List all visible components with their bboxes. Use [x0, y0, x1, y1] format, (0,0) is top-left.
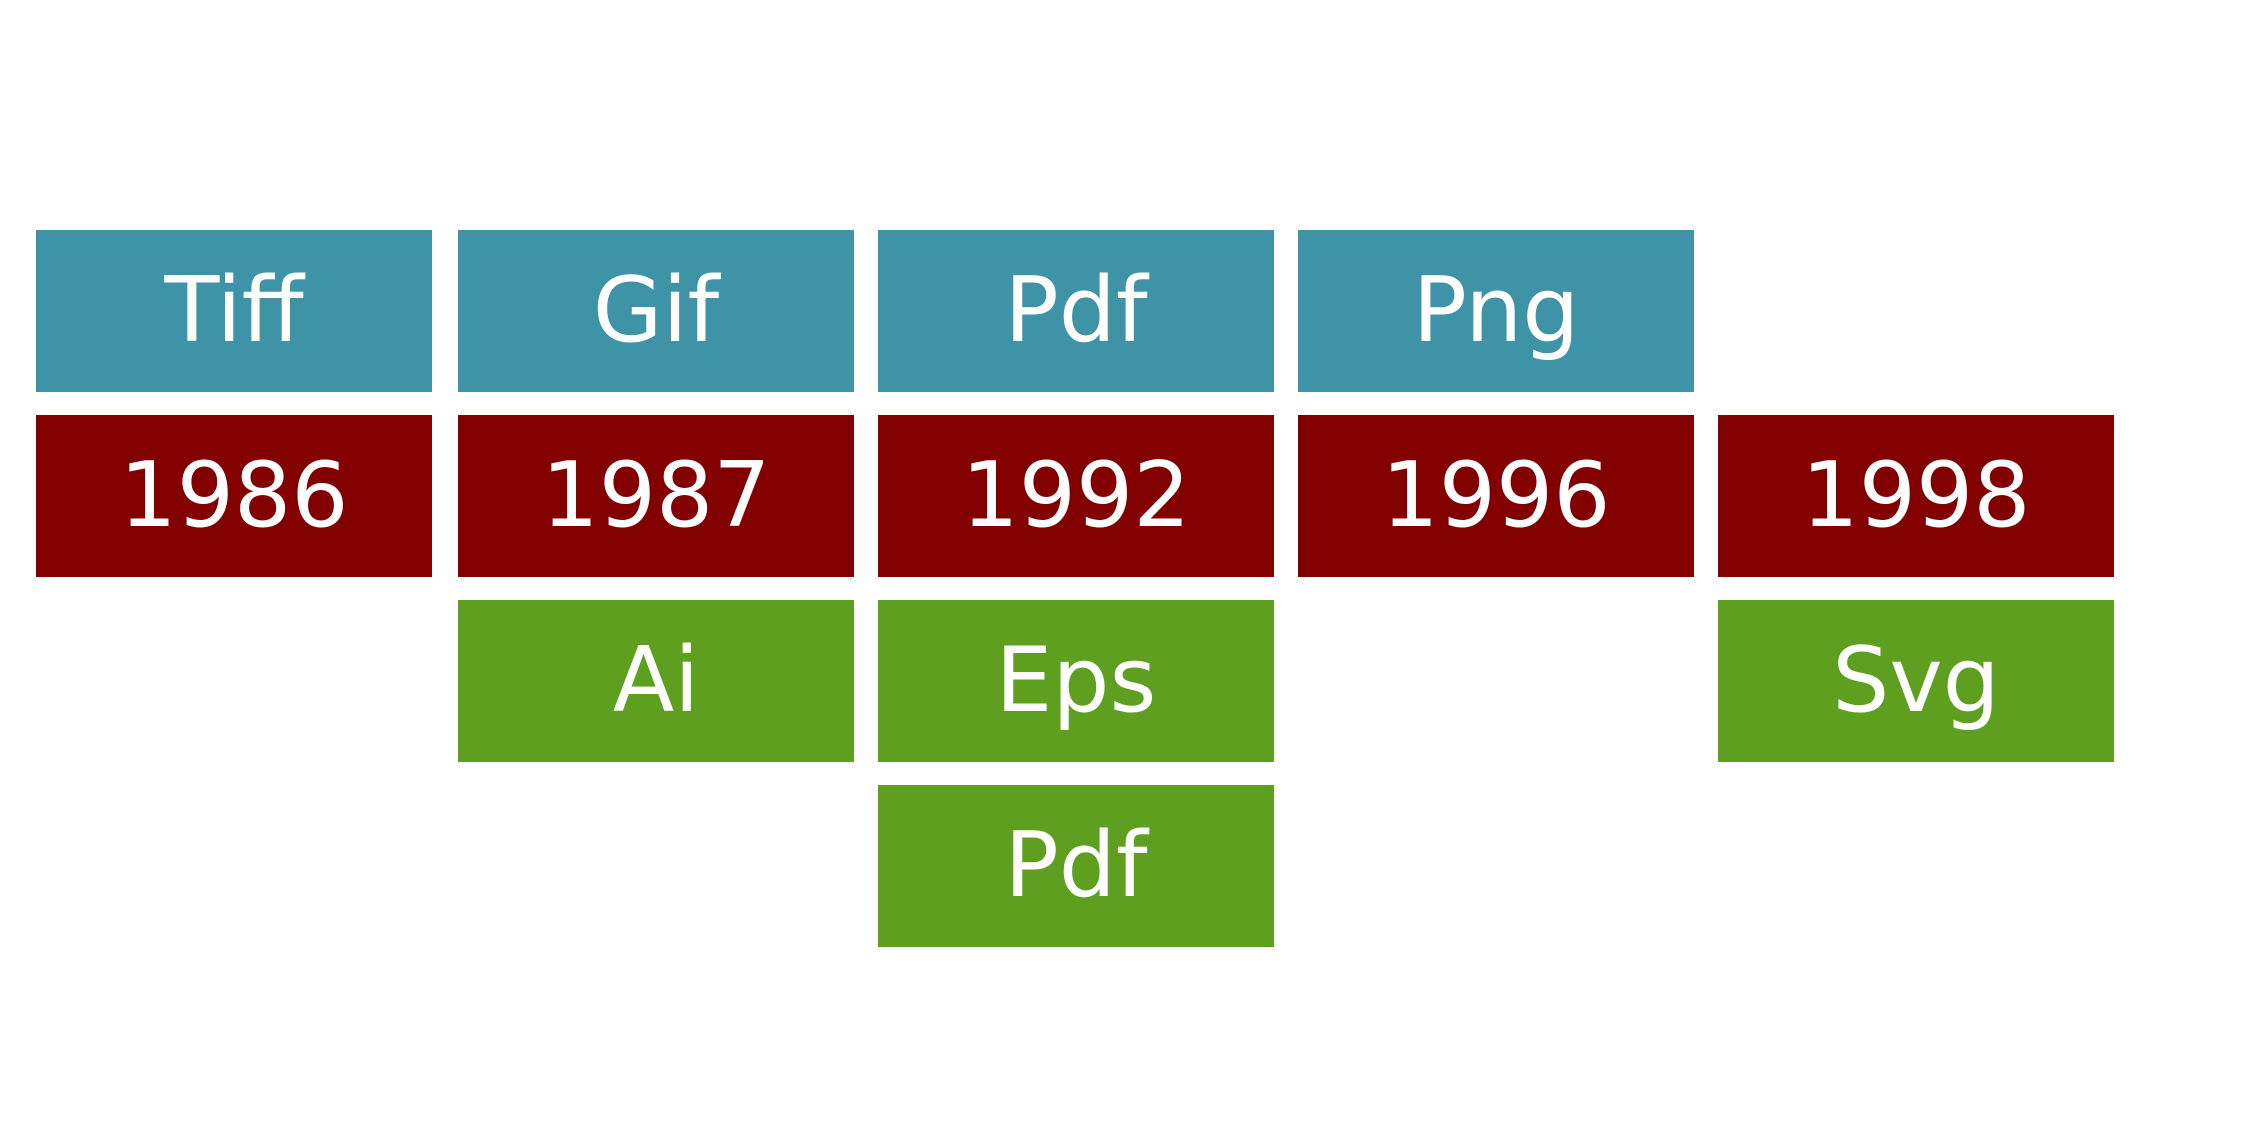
- year-box: 1996: [1298, 415, 1694, 577]
- vector-format-box: Pdf: [878, 785, 1274, 947]
- year-label: 1992: [961, 443, 1191, 548]
- year-label: 1987: [541, 443, 771, 548]
- raster-format-label: Pdf: [1004, 258, 1148, 363]
- vector-format-label: Eps: [995, 628, 1157, 733]
- year-label: 1998: [1801, 443, 2031, 548]
- year-box: 1986: [36, 415, 432, 577]
- year-box: 1987: [458, 415, 854, 577]
- year-label: 1986: [119, 443, 349, 548]
- year-box: 1998: [1718, 415, 2114, 577]
- raster-format-label: Png: [1412, 258, 1580, 363]
- vector-format-box: Eps: [878, 600, 1274, 762]
- raster-format-label: Gif: [592, 258, 720, 363]
- year-label: 1996: [1381, 443, 1611, 548]
- vector-format-label: Svg: [1832, 628, 2000, 733]
- vector-format-box: Ai: [458, 600, 854, 762]
- vector-format-label: Pdf: [1004, 813, 1148, 918]
- raster-format-label: Tiff: [164, 258, 304, 363]
- vector-format-label: Ai: [612, 628, 700, 733]
- raster-format-box: Png: [1298, 230, 1694, 392]
- raster-format-box: Pdf: [878, 230, 1274, 392]
- raster-format-box: Tiff: [36, 230, 432, 392]
- raster-format-box: Gif: [458, 230, 854, 392]
- year-box: 1992: [878, 415, 1274, 577]
- vector-format-box: Svg: [1718, 600, 2114, 762]
